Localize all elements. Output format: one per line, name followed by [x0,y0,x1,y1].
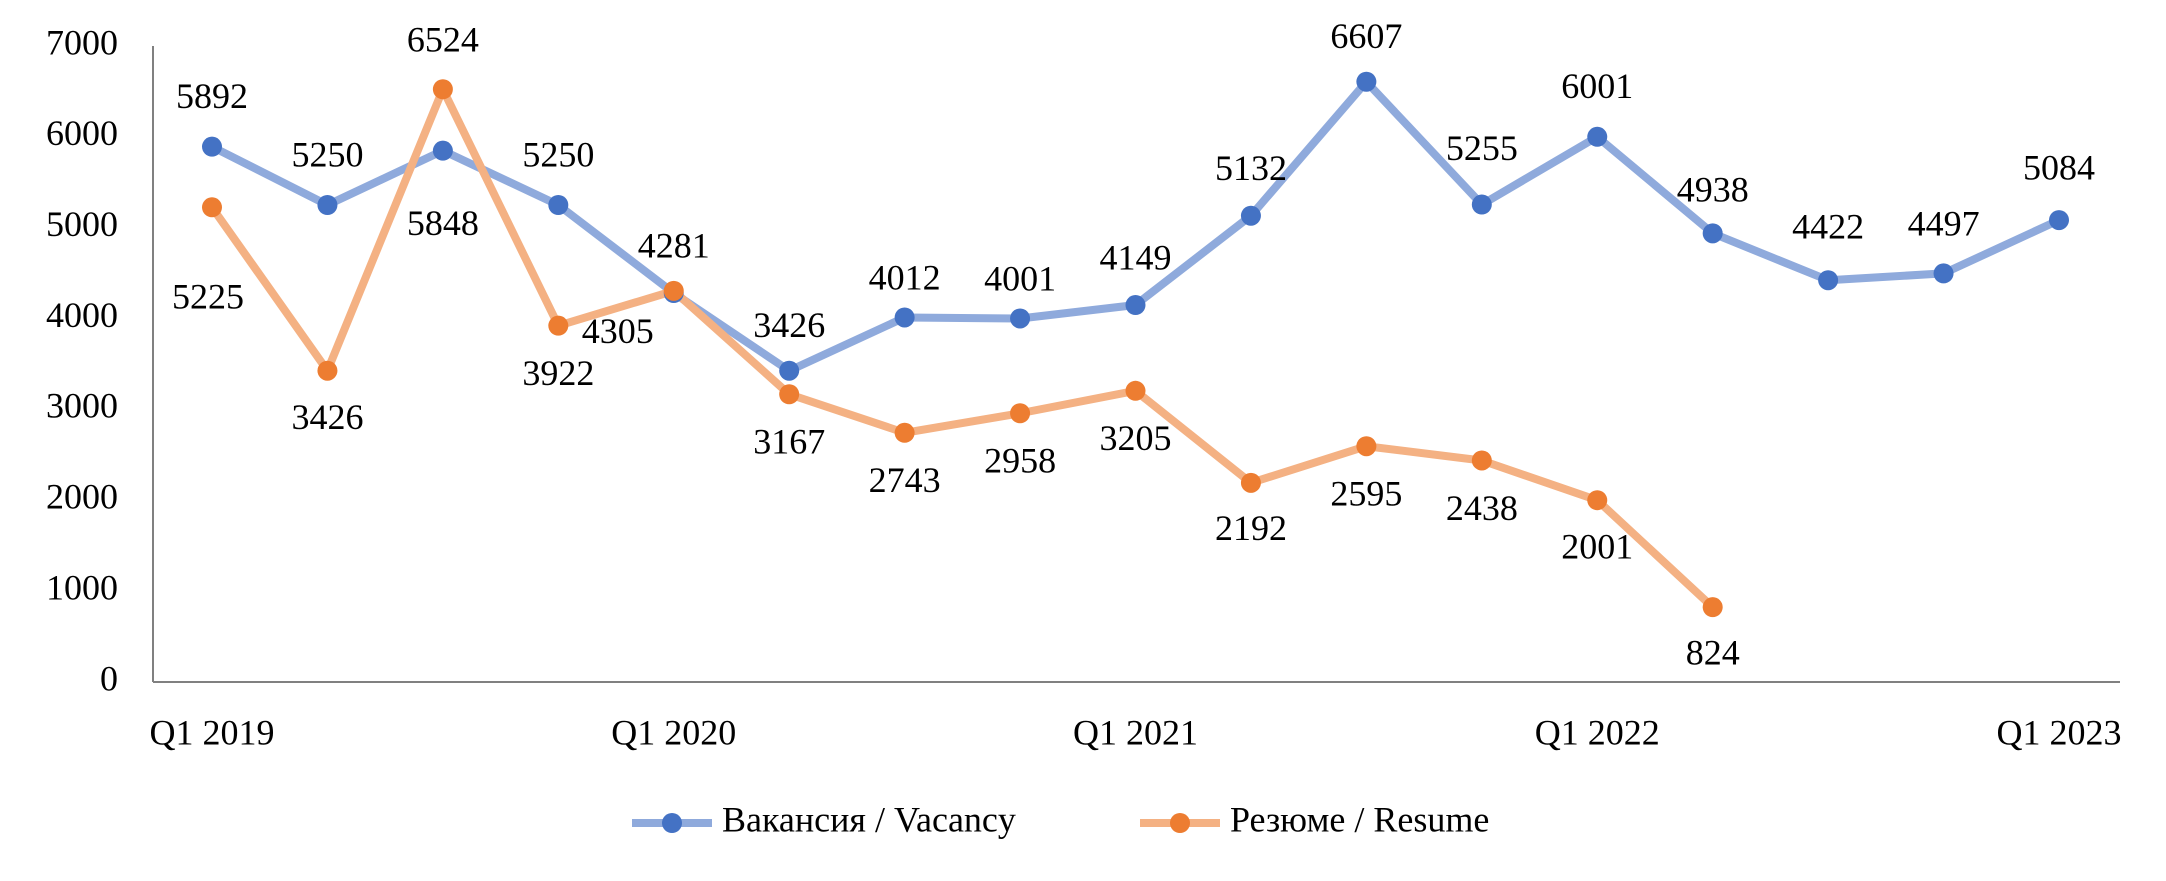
data-point-0 [1010,308,1031,329]
legend: Вакансия / Vacancy Резюме / Resume [632,799,1489,839]
data-label: 4422 [1792,206,1864,246]
y-axis-ticks: 0 1000 2000 3000 4000 5000 6000 7000 [46,22,118,698]
data-point-0 [2049,210,2069,231]
data-point-0 [779,360,800,381]
data-label: 5250 [522,134,594,174]
y-tick-label: 6000 [46,113,118,153]
data-point-0 [1356,71,1377,92]
x-tick-label: Q1 2023 [1997,712,2122,752]
data-label: 2595 [1330,473,1402,513]
data-label: 4305 [582,311,654,351]
legend-marker-icon [1170,813,1190,833]
data-label: 5132 [1215,148,1287,188]
data-label: 5250 [291,134,363,174]
data-label: 6607 [1330,16,1402,56]
data-label: 4149 [1100,237,1172,277]
data-label: 3167 [753,422,825,462]
data-label: 2743 [869,460,941,500]
data-label: 4281 [638,225,710,265]
legend-marker-icon [662,813,682,833]
data-label: 4012 [869,258,941,298]
data-point-0 [1818,270,1839,291]
data-point-1 [1010,403,1031,424]
data-point-1 [779,384,800,405]
data-point-1 [317,360,338,381]
x-axis-ticks: Q1 2019 Q1 2020 Q1 2021 Q1 2022 Q1 2023 [150,712,2122,752]
data-label: 4938 [1677,170,1749,210]
data-point-0 [317,195,338,215]
data-label: 3426 [291,397,363,437]
series-layer [202,71,2069,618]
data-point-0 [1702,223,1723,244]
data-point-0 [1587,126,1608,147]
y-tick-label: 2000 [46,477,118,517]
data-label: 6524 [407,20,479,60]
x-tick-label: Q1 2021 [1073,712,1198,752]
legend-label: Резюме / Resume [1230,799,1489,839]
data-label: 5255 [1446,128,1518,168]
data-label: 3205 [1100,418,1172,458]
data-label: 5225 [172,277,244,317]
data-point-0 [894,307,915,328]
data-point-1 [1587,490,1608,511]
y-tick-label: 0 [100,658,118,698]
data-point-1 [432,79,453,100]
data-label: 2438 [1446,488,1518,528]
legend-label: Вакансия / Vacancy [722,799,1016,839]
data-label: 5084 [2023,147,2095,187]
data-point-0 [548,195,569,215]
data-point-1 [1240,472,1261,493]
x-tick-label: Q1 2022 [1535,712,1660,752]
data-label: 3426 [753,305,825,345]
data-point-0 [202,136,222,157]
data-label: 2958 [984,441,1056,481]
data-label: 5892 [176,76,248,116]
data-point-1 [1356,436,1377,457]
data-point-0 [1240,205,1261,226]
data-point-0 [1933,263,1954,284]
data-point-1 [894,422,915,443]
data-point-1 [663,280,684,301]
data-label: 2001 [1561,526,1633,566]
data-label: 4497 [1908,204,1980,244]
series-line-0 [208,77,2063,375]
data-labels: 5892 5250 5848 5250 4281 3426 4012 4001 4149 5132… [172,16,2095,672]
y-tick-label: 4000 [46,295,118,335]
data-label: 3922 [522,353,594,393]
x-tick-label: Q1 2020 [611,712,736,752]
data-point-1 [1125,380,1146,401]
data-point-1 [202,197,222,218]
data-label: 6001 [1561,66,1633,106]
data-point-1 [1702,597,1723,618]
data-point-1 [548,315,569,336]
y-tick-label: 1000 [46,567,118,607]
y-tick-label: 7000 [46,22,118,62]
legend-item-0: Вакансия / Vacancy [632,799,1016,839]
y-tick-label: 5000 [46,204,118,244]
series-line-1 [208,85,1717,612]
data-label: 2192 [1215,508,1287,548]
x-tick-label: Q1 2019 [150,712,275,752]
data-label: 824 [1686,632,1740,672]
data-point-0 [1125,295,1146,316]
legend-item-1: Резюме / Resume [1140,799,1489,839]
data-label: 5848 [407,203,479,243]
data-point-0 [1471,194,1492,215]
data-label: 4001 [984,259,1056,299]
data-point-0 [432,140,453,161]
data-point-1 [1471,450,1492,471]
y-tick-label: 3000 [46,386,118,426]
